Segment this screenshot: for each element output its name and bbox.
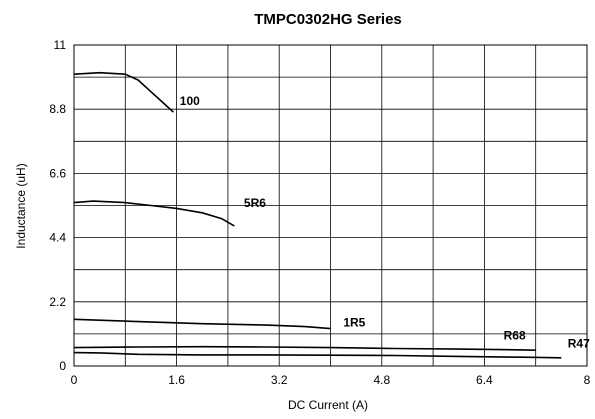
series-label-r47: R47 [568,336,590,350]
y-axis-label: Inductance (uH) [14,163,28,248]
series-line-1r5 [73,318,331,330]
series-label-100: 100 [180,94,200,108]
x-tick-label: 8 [584,373,591,387]
grid [74,45,587,366]
y-tick-label: 4.4 [49,231,66,245]
series-line-100 [73,71,174,113]
y-tick-label: 6.6 [49,166,66,180]
x-tick-label: 4.8 [373,373,390,387]
series-labels: 100 5R6 1R5 R68 R47 [180,94,590,351]
x-tick-label: 3.2 [271,373,288,387]
series-label-5r6: 5R6 [244,196,266,210]
series-line-r47 [73,351,562,359]
x-tick-label: 0 [71,373,78,387]
x-tick-label: 6.4 [476,373,493,387]
y-tick-label: 8.8 [49,102,66,116]
y-tick-label: 0 [59,359,66,373]
axes: 0 1.6 3.2 4.8 6.4 8 0 2.2 4.4 6.6 8.8 11 [49,38,590,387]
y-tick-label: 2.2 [49,295,66,309]
x-tick-label: 1.6 [168,373,185,387]
series-label-r68: R68 [504,329,526,343]
series-line-5r6 [73,200,235,227]
chart-title: TMPC0302HG Series [254,11,402,28]
plot-frame [73,44,588,367]
y-tick-label: 11 [54,38,67,52]
series-group [73,71,562,359]
series-line-r68 [73,345,536,351]
series-label-1r5: 1R5 [343,316,365,330]
x-axis-label: DC Current (A) [288,398,368,412]
